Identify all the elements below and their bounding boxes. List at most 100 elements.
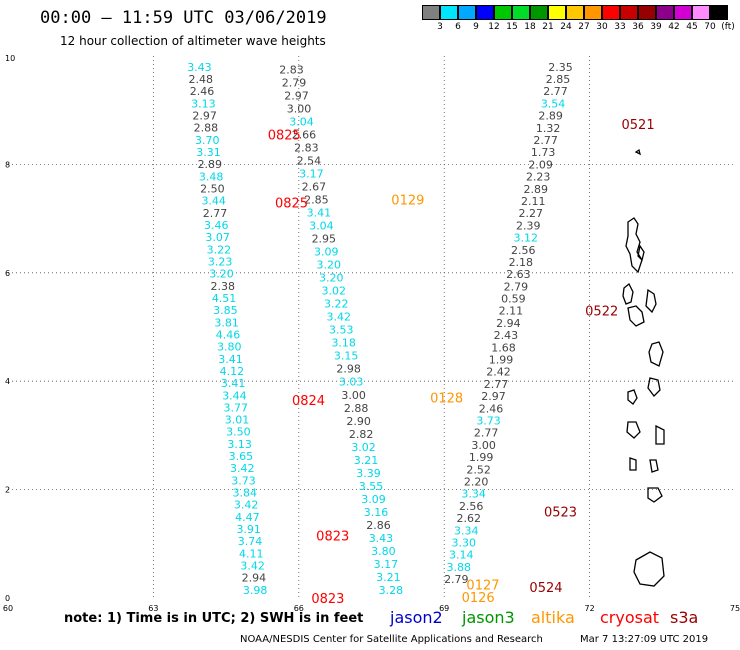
colorbar-swatch: [512, 5, 530, 20]
wave-height-value: 3.43: [187, 61, 212, 74]
wave-height-value: 3.85: [213, 304, 238, 317]
wave-height-value: 2.48: [188, 73, 213, 86]
island-outline: [622, 282, 634, 305]
wave-height-value: 2.42: [486, 366, 511, 379]
wave-height-value: 2.90: [346, 415, 371, 428]
pass-time-label: 0126: [462, 591, 495, 606]
colorbar-label: 15: [506, 22, 518, 32]
wave-height-value: 3.34: [461, 488, 486, 501]
wave-height-value: 3.41: [221, 377, 246, 390]
satellite-label-s3a: s3a: [670, 608, 699, 627]
wave-height-value: 3.39: [356, 467, 381, 480]
wave-height-value: 3.02: [351, 441, 376, 454]
wave-height-value: 3.54: [541, 97, 566, 110]
colorbar-swatch: [476, 5, 494, 20]
wave-height-value: 1.73: [531, 146, 556, 159]
wave-height-value: 3.20: [209, 268, 234, 281]
wave-height-value: 2.98: [336, 363, 361, 376]
colorbar-label: 39: [650, 22, 662, 32]
pass-time-label: 0127: [466, 578, 499, 593]
altimeter-tracks: 3.432.482.463.132.972.883.703.312.893.48…: [187, 61, 573, 597]
wave-height-value: 2.89: [523, 183, 548, 196]
wave-height-value: 3.21: [376, 571, 401, 584]
pass-time-label: 0823: [311, 592, 344, 607]
wave-height-value: 2.11: [521, 195, 546, 208]
wave-height-value: 3.22: [207, 243, 232, 256]
island-outline: [647, 487, 663, 503]
wave-height-value: 3.77: [223, 401, 248, 414]
wave-height-value: 3.23: [208, 255, 233, 268]
wave-height-value: 2.77: [203, 207, 228, 220]
wave-height-value: 2.50: [200, 182, 225, 195]
x-tick-label: 72: [585, 604, 595, 613]
colorbar-label: 18: [524, 22, 536, 32]
wave-height-value: 3.14: [449, 549, 474, 562]
wave-height-value: 3.46: [204, 219, 229, 232]
wave-height-value: 2.35: [548, 61, 573, 74]
wave-height-value: 3.09: [314, 246, 339, 259]
wave-height-value: 2.67: [302, 181, 327, 194]
wave-height-value: 3.15: [334, 350, 359, 363]
colorbar-label: 27: [578, 22, 590, 32]
island-outline: [648, 341, 664, 367]
wave-height-value: 2.77: [533, 134, 558, 147]
island-outline: [647, 377, 661, 397]
x-tick-label: 60: [3, 604, 13, 613]
wave-height-value: 2.85: [304, 194, 329, 207]
wave-height-value: 3.13: [227, 438, 252, 451]
colorbar-label: 21: [542, 22, 554, 32]
colorbar-label: 3: [437, 22, 443, 32]
wave-height-value: 2.09: [528, 158, 553, 171]
pass-time-label: 0522: [585, 305, 618, 320]
wave-height-value: 3.48: [199, 170, 224, 183]
wave-height-value: 3.16: [364, 506, 389, 519]
wave-height-value: 2.11: [499, 305, 524, 318]
pass-time-label: 0823: [316, 530, 349, 545]
wave-height-value: 2.63: [506, 268, 531, 281]
wave-height-value: 4.12: [220, 365, 245, 378]
wave-height-value: 2.54: [297, 155, 322, 168]
island-outline: [637, 244, 645, 262]
wave-height-value: 2.94: [242, 572, 267, 585]
wave-height-value: 3.50: [226, 426, 251, 439]
island-outline: [633, 551, 665, 587]
wave-height-value: 3.80: [217, 341, 242, 354]
wave-height-value: 2.77: [543, 85, 568, 98]
colorbar-label: 70: [704, 22, 716, 32]
wave-height-value: 3.18: [331, 337, 356, 350]
wave-height-value: 1.32: [536, 122, 561, 135]
satellite-label-jason2: jason2: [390, 608, 443, 627]
colorbar-swatch: [422, 5, 440, 20]
wave-height-value: 2.97: [481, 390, 506, 403]
footer-credit: NOAA/NESDIS Center for Satellite Applica…: [240, 634, 543, 645]
wave-height-value: 1.68: [491, 341, 516, 354]
wave-height-value: 2.88: [344, 402, 369, 415]
wave-height-value: 3.55: [359, 480, 384, 493]
y-tick-label: 8: [5, 160, 10, 169]
wave-height-value: 3.30: [452, 536, 477, 549]
note-text: note: 1) Time is in UTC; 2) SWH is in fe…: [64, 611, 364, 626]
wave-height-value: 3.12: [514, 232, 539, 245]
colorbar-swatch: [620, 5, 638, 20]
colorbar-swatch: [566, 5, 584, 20]
wave-height-value: 2.77: [474, 427, 499, 440]
satellite-label-cryosat: cryosat: [600, 608, 660, 627]
colorbar-swatch: [530, 5, 548, 20]
island-outline: [626, 421, 641, 439]
wave-height-value: 3.20: [317, 259, 342, 272]
colorbar-label: 36: [632, 22, 644, 32]
chart-subtitle: 12 hour collection of altimeter wave hei…: [60, 34, 326, 48]
wave-height-value: 3.73: [231, 474, 256, 487]
wave-height-value: 0.59: [501, 293, 526, 306]
wave-height-value: 3.42: [326, 311, 351, 324]
wave-height-value: 3.20: [319, 272, 344, 285]
wave-height-value: 2.88: [194, 122, 219, 135]
colorbar-label: 12: [488, 22, 500, 32]
satellite-label-altika: altika: [531, 608, 575, 627]
colorbar-swatch: [440, 5, 458, 20]
wave-height-value: 3.13: [191, 97, 216, 110]
wave-height-value: 3.91: [236, 523, 261, 536]
wave-height-value: 3.53: [329, 324, 354, 337]
wave-height-value: 1.99: [489, 354, 514, 367]
